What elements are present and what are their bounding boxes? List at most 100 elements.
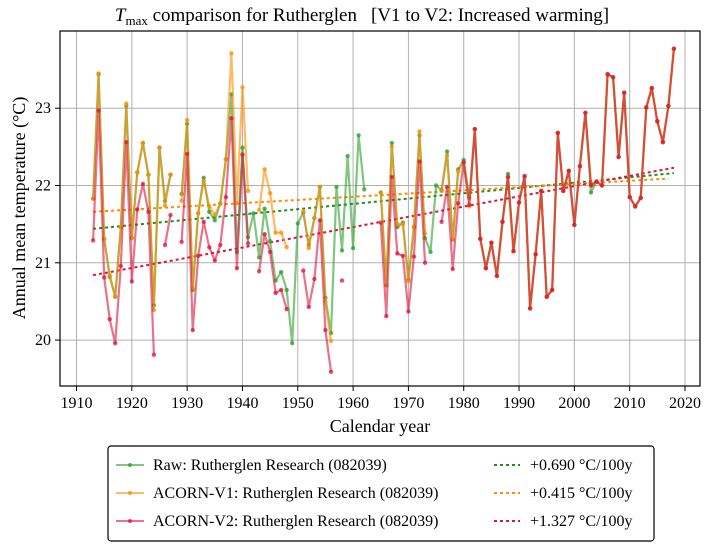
data-point (234, 201, 240, 206)
data-point (290, 341, 295, 346)
data-point (444, 149, 450, 154)
data-point (201, 178, 206, 184)
x-tick-label: 1960 (337, 395, 369, 412)
y-tick-label: 22 (35, 178, 51, 195)
x-tick-label: 2010 (614, 395, 646, 412)
x-tick-label: 1980 (448, 395, 480, 412)
data-point (395, 251, 400, 256)
data-point (102, 275, 107, 280)
data-point (124, 140, 129, 145)
legend-box (107, 445, 655, 542)
data-point (610, 75, 616, 80)
data-point (417, 129, 422, 134)
y-tick-label: 23 (35, 100, 51, 117)
x-tick-label: 1950 (282, 395, 314, 412)
legend-label: ACORN-V2: Rutherglen Research (082039) (153, 513, 438, 530)
series-line (302, 185, 333, 342)
data-point (245, 188, 251, 194)
data-point (649, 85, 654, 91)
data-point (218, 242, 223, 248)
data-point (456, 169, 461, 174)
data-point (356, 133, 361, 138)
data-point (168, 212, 173, 218)
data-point (400, 222, 406, 227)
data-point (417, 159, 422, 164)
data-point (113, 341, 118, 346)
data-point (350, 245, 356, 251)
data-point (505, 174, 511, 180)
y-axis-label: Annual mean temperature (°C) (9, 97, 30, 320)
data-point (660, 140, 666, 145)
data-point (671, 46, 677, 51)
data-point (107, 273, 112, 278)
data-point (400, 253, 406, 258)
data-point (616, 154, 621, 160)
legend-trend-label: +0.415 °C/100y (530, 485, 633, 502)
legend-trend-label: +1.327 °C/100y (530, 513, 633, 530)
data-point (229, 116, 234, 121)
data-point (577, 164, 583, 169)
data-point (151, 352, 157, 357)
data-point (323, 327, 328, 333)
data-point (284, 245, 289, 250)
legend-entry-trend-acorn-v2: +1.327 °C/100y (494, 513, 633, 530)
data-point (107, 317, 112, 322)
legend-entry-trend-acorn-v1: +0.415 °C/100y (494, 485, 633, 502)
series-line (92, 109, 155, 355)
data-point (245, 241, 251, 246)
x-axis: 1910 1920 1930 1940 1950 1960 1970 1980 1990 2000… (61, 386, 701, 412)
data-point (594, 179, 599, 184)
legend-label: ACORN-V1: Rutherglen Research (082039) (153, 485, 438, 502)
data-point (190, 327, 195, 333)
data-point (207, 209, 212, 214)
data-point (467, 202, 472, 207)
legend-entry-trend-raw: +0.690 °C/100y (494, 457, 633, 474)
data-point (317, 184, 323, 190)
data-point (406, 309, 411, 314)
data-point (439, 219, 444, 224)
data-point (267, 249, 273, 255)
data-point (279, 230, 284, 235)
title-subscript: max (125, 13, 148, 28)
legend-entry-raw: Raw: Rutherglen Research (082039) (116, 457, 387, 474)
series-acorn-v2 (90, 46, 677, 374)
data-point (135, 207, 140, 212)
data-point (267, 239, 273, 244)
data-point (334, 184, 339, 190)
data-point (406, 279, 411, 284)
series-lines (90, 46, 677, 374)
data-point (605, 72, 610, 77)
data-point (500, 219, 505, 224)
plot-frame (59, 30, 701, 387)
data-point (522, 174, 527, 179)
data-point (113, 293, 118, 299)
data-point (378, 190, 383, 195)
data-point (279, 287, 284, 293)
data-point (511, 249, 516, 254)
data-point (124, 101, 129, 106)
y-axis: 20 21 22 23 (35, 100, 60, 349)
y-tick-label: 21 (35, 255, 51, 272)
data-point (256, 269, 262, 274)
data-point (317, 218, 323, 223)
data-point (262, 206, 267, 211)
title-symbol: T (115, 5, 127, 26)
data-point (627, 194, 632, 200)
data-point (157, 145, 162, 150)
data-point (450, 266, 455, 272)
data-point (118, 263, 124, 269)
data-point (444, 153, 450, 158)
data-point (234, 266, 240, 271)
data-point (201, 175, 206, 180)
series-line (440, 48, 675, 310)
data-point (422, 260, 428, 265)
data-point (184, 151, 190, 156)
legend-marker (128, 491, 132, 495)
data-point (384, 313, 389, 319)
legend-marker (128, 463, 132, 467)
data-point (240, 85, 245, 90)
data-point (505, 171, 511, 177)
data-point (544, 294, 549, 299)
data-point (223, 194, 229, 200)
